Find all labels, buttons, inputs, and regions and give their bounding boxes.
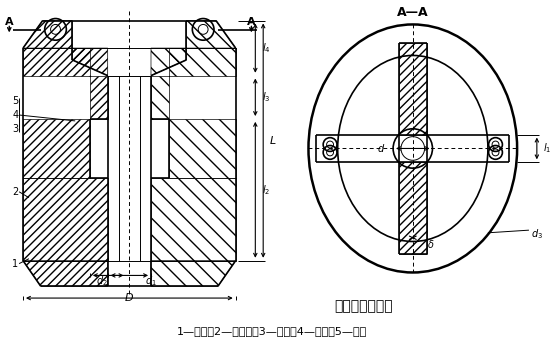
Text: 4: 4 <box>12 110 18 120</box>
Text: $l_3$: $l_3$ <box>262 91 271 104</box>
Text: $d_1$: $d_1$ <box>145 274 157 288</box>
Text: L: L <box>270 136 276 146</box>
Text: $l_4$: $l_4$ <box>262 41 271 55</box>
Text: 1—夹壳；2—悬吊环；3—垫圈；4—螺母；5—螺栓: 1—夹壳；2—悬吊环；3—垫圈；4—螺母；5—螺栓 <box>177 326 367 335</box>
Text: A: A <box>5 17 14 27</box>
Text: $d_3$: $d_3$ <box>531 227 543 241</box>
Text: $d$: $d$ <box>377 142 386 154</box>
Text: 2: 2 <box>12 187 18 197</box>
Text: 3: 3 <box>12 124 18 134</box>
Text: $\delta$: $\delta$ <box>427 237 434 250</box>
Text: $l_2$: $l_2$ <box>262 183 270 197</box>
Text: 1: 1 <box>12 259 18 269</box>
Text: 5: 5 <box>12 96 18 106</box>
Text: A—A: A—A <box>397 6 428 19</box>
Text: D: D <box>125 293 134 303</box>
Text: $d_2$: $d_2$ <box>96 274 108 288</box>
Text: 立式夹壳联轴器: 立式夹壳联轴器 <box>334 299 393 313</box>
Text: $l_1$: $l_1$ <box>542 142 550 155</box>
Text: A: A <box>247 17 256 27</box>
